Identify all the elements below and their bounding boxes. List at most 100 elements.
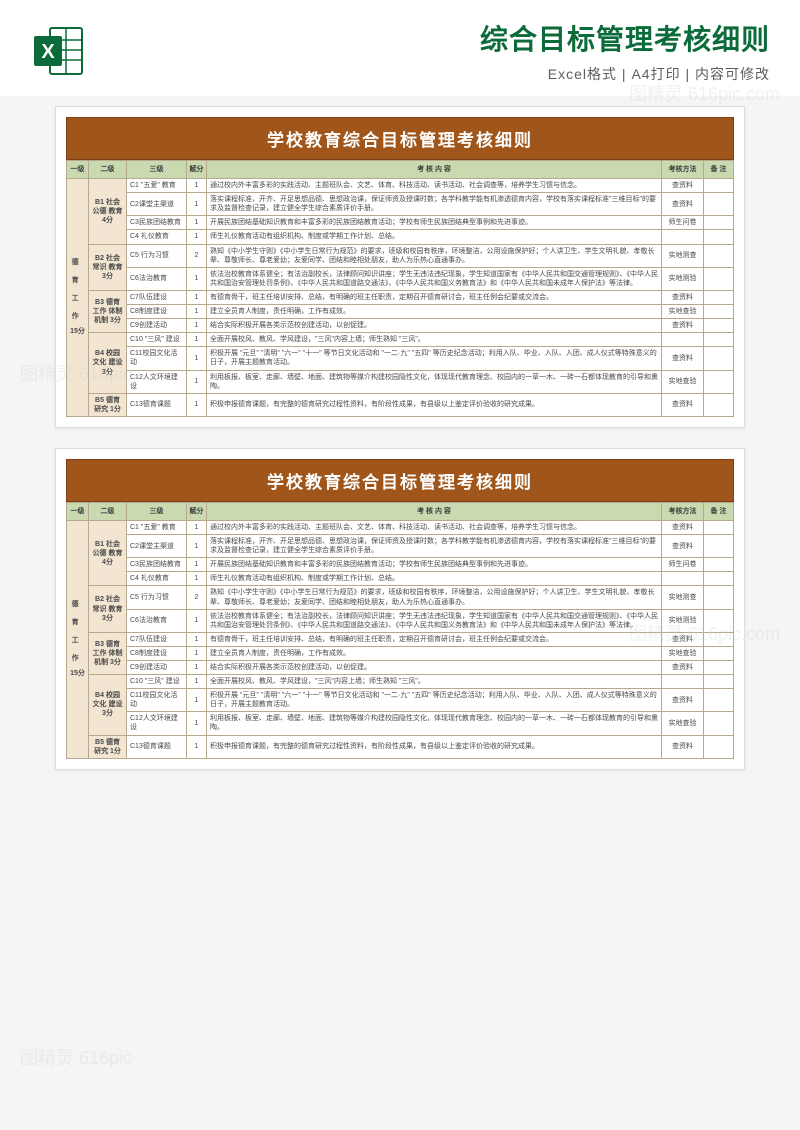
table-row: C9创建活动1结合实际积极开展各类示范校创建活动，以创促建。查资料 [67, 661, 734, 675]
table-row: B4 校园 文化 建设 3分C10 "三风" 建设1全面开展校风、教风、学风建设… [67, 675, 734, 689]
content-cell: 全面开展校风、教风、学风建设，"三风"内容上墙；师生熟知 "三风"。 [207, 333, 662, 347]
remark-cell [704, 230, 734, 244]
method-cell: 实地查验 [662, 370, 704, 393]
level3-cell: C10 "三风" 建设 [127, 675, 187, 689]
document-page: 学校教育综合目标管理考核细则一级二级三级赋分考 核 内 容考核方法备 注德 育 … [55, 106, 745, 428]
score-cell: 1 [187, 558, 207, 572]
level3-cell: C6法治教育 [127, 609, 187, 632]
score-cell: 1 [187, 319, 207, 333]
remark-cell [704, 520, 734, 534]
level3-cell: C13德育课题 [127, 393, 187, 416]
level2-cell: B5 德育 研究 1分 [89, 735, 127, 758]
col-header-l2: 二级 [89, 502, 127, 520]
score-cell: 1 [187, 661, 207, 675]
level3-cell: C8制度建设 [127, 646, 187, 660]
col-header-remark: 备 注 [704, 161, 734, 179]
table-row: B5 德育 研究 1分C13德育课题1积极申报德育课题，有完整的德育研究过程性资… [67, 393, 734, 416]
remark-cell [704, 267, 734, 290]
table-row: C4 礼仪教育1师生礼仪教育活动有组织机构、制度或学期工作计划、总结。 [67, 572, 734, 586]
table-row: B3 德育工作 体制机制 3分C7队伍建设1有德育骨干，班主任培训安排、总结，有… [67, 632, 734, 646]
score-cell: 1 [187, 179, 207, 193]
level3-cell: C7队伍建设 [127, 290, 187, 304]
score-cell: 1 [187, 520, 207, 534]
table-row: B3 德育工作 体制机制 3分C7队伍建设1有德育骨干，班主任培训安排、总结，有… [67, 290, 734, 304]
method-cell: 师生问卷 [662, 216, 704, 230]
level1-cell: 德 育 工 作15分 [67, 520, 89, 758]
table-row: C3民族团结教育1开展民族团结基础知识教育和丰富多彩的民族团结教育活动；学校有师… [67, 558, 734, 572]
table-row: C2课堂主渠道1落实课程标准，开齐、开足思想品德、思想政治课，保证师资及授课时数… [67, 193, 734, 216]
level3-cell: C4 礼仪教育 [127, 572, 187, 586]
table-row: B4 校园 文化 建设 3分C10 "三风" 建设1全面开展校风、教风、学风建设… [67, 333, 734, 347]
table-row: C4 礼仪教育1师生礼仪教育活动有组织机构、制度或学期工作计划、总结。 [67, 230, 734, 244]
level3-cell: C12人文环境建设 [127, 370, 187, 393]
remark-cell [704, 632, 734, 646]
method-cell: 查资料 [662, 319, 704, 333]
method-cell [662, 675, 704, 689]
col-header-method: 考核方法 [662, 161, 704, 179]
table-row: C11校园文化活动1积极开展 "元旦" "清明" "六一" "十一" 等节日文化… [67, 689, 734, 712]
score-cell: 1 [187, 267, 207, 290]
content-cell: 有德育骨干，班主任培训安排、总结，有明确的班主任职责，定期召开德育研讨会，班主任… [207, 632, 662, 646]
level2-cell: B4 校园 文化 建设 3分 [89, 333, 127, 393]
content-cell: 通过校内外丰富多彩的实践活动、主题班队会、文艺、体育、科技活动、读书活动、社会调… [207, 520, 662, 534]
main-title: 综合目标管理考核细则 [100, 18, 770, 58]
content-cell: 师生礼仪教育活动有组织机构、制度或学期工作计划、总结。 [207, 230, 662, 244]
method-cell: 查资料 [662, 632, 704, 646]
table-row: C8制度建设1建立全员育人制度，责任明确，工作有成效。实地查验 [67, 646, 734, 660]
watermark: 图精灵 616pic [20, 1044, 132, 1070]
level2-cell: B4 校园 文化 建设 3分 [89, 675, 127, 735]
col-header-l3: 三级 [127, 161, 187, 179]
content-cell: 利用板报、板室、走廊、墙壁、地面、建筑物等媒介构建校园隐性文化，体现现代教育理念… [207, 370, 662, 393]
level2-cell: B2 社会 常识 教育 3分 [89, 586, 127, 632]
level3-cell: C9创建活动 [127, 319, 187, 333]
level3-cell: C5 行为习惯 [127, 244, 187, 267]
table-row: C11校园文化活动1积极开展 "元旦" "清明" "六一" "十一" 等节日文化… [67, 347, 734, 370]
level3-cell: C3民族团结教育 [127, 216, 187, 230]
content-cell: 师生礼仪教育活动有组织机构、制度或学期工作计划、总结。 [207, 572, 662, 586]
method-cell [662, 230, 704, 244]
table-row: C2课堂主渠道1落实课程标准，开齐、开足思想品德、思想政治课，保证师资及授课时数… [67, 535, 734, 558]
content-cell: 结合实际积极开展各类示范校创建活动，以创促建。 [207, 319, 662, 333]
col-header-l1: 一级 [67, 161, 89, 179]
remark-cell [704, 689, 734, 712]
remark-cell [704, 193, 734, 216]
col-header-remark: 备 注 [704, 502, 734, 520]
remark-cell [704, 572, 734, 586]
table-row: C3民族团结教育1开展民族团结基础知识教育和丰富多彩的民族团结教育活动；学校有师… [67, 216, 734, 230]
content-cell: 积极申报德育课题，有完整的德育研究过程性资料，有阶段性成果，有县级以上鉴定评价验… [207, 393, 662, 416]
method-cell: 查资料 [662, 661, 704, 675]
level3-cell: C4 礼仪教育 [127, 230, 187, 244]
level3-cell: C12人文环境建设 [127, 712, 187, 735]
remark-cell [704, 609, 734, 632]
level2-cell: B5 德育 研究 1分 [89, 393, 127, 416]
level3-cell: C1 "五爱" 教育 [127, 179, 187, 193]
score-cell: 1 [187, 230, 207, 244]
remark-cell [704, 535, 734, 558]
col-header-method: 考核方法 [662, 502, 704, 520]
col-header-content: 考 核 内 容 [207, 161, 662, 179]
table-row: 德 育 工 作15分B1 社会 公德 教育 4分C1 "五爱" 教育1通过校内外… [67, 520, 734, 534]
level3-cell: C11校园文化活动 [127, 689, 187, 712]
content-cell: 落实课程标准，开齐、开足思想品德、思想政治课，保证师资及授课时数；各学科教学能有… [207, 193, 662, 216]
method-cell: 实地测查 [662, 244, 704, 267]
content-cell: 熟知《中小学生守则》《中小学生日常行为规范》的要求，班级和校园有秩序，环境整洁，… [207, 244, 662, 267]
score-cell: 1 [187, 735, 207, 758]
content-cell: 有德育骨干，班主任培训安排、总结，有明确的班主任职责，定期召开德育研讨会，班主任… [207, 290, 662, 304]
remark-cell [704, 712, 734, 735]
score-cell: 1 [187, 216, 207, 230]
content-cell: 积极开展 "元旦" "清明" "六一" "十一" 等节日文化活动和 "一二·九"… [207, 689, 662, 712]
page-header: X 综合目标管理考核细则 Excel格式 | A4打印 | 内容可修改 [0, 0, 800, 96]
score-cell: 1 [187, 609, 207, 632]
table-row: B5 德育 研究 1分C13德育课题1积极申报德育课题，有完整的德育研究过程性资… [67, 735, 734, 758]
title-block: 综合目标管理考核细则 Excel格式 | A4打印 | 内容可修改 [100, 18, 770, 84]
score-cell: 1 [187, 646, 207, 660]
remark-cell [704, 586, 734, 609]
remark-cell [704, 216, 734, 230]
level2-cell: B1 社会 公德 教育 4分 [89, 179, 127, 244]
col-header-l3: 三级 [127, 502, 187, 520]
method-cell: 查资料 [662, 193, 704, 216]
score-cell: 1 [187, 193, 207, 216]
method-cell [662, 572, 704, 586]
excel-icon: X [30, 22, 88, 80]
content-cell: 落实课程标准，开齐、开足思想品德、思想政治课，保证师资及授课时数；各学科教学能有… [207, 535, 662, 558]
